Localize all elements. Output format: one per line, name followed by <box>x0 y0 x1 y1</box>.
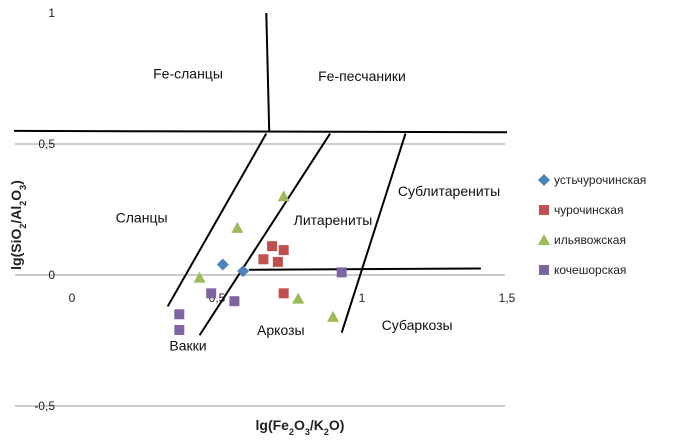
data-point <box>174 309 185 320</box>
data-point <box>237 265 250 278</box>
y-tick-label: -0,5 <box>34 399 55 413</box>
field-label: Сублитарениты <box>398 183 500 199</box>
field-label: Вакки <box>169 338 206 354</box>
data-point <box>229 296 240 307</box>
y-tick-label: 1 <box>48 6 55 20</box>
data-point <box>327 310 339 322</box>
data-point <box>277 190 290 202</box>
legend: устьчурочинская чурочинская ильявожская коч… <box>538 173 646 277</box>
field-boundary-line <box>248 267 481 271</box>
legend-label: кочешорская <box>554 263 626 277</box>
x-tick-label: 1,5 <box>499 291 516 305</box>
field-label: Fe-песчаники <box>318 68 406 84</box>
tick-labels: 10,50-0,50 0,5 1 1,5 <box>34 6 515 413</box>
data-point <box>216 258 229 271</box>
field-boundaries <box>13 12 508 336</box>
field-labels: Fe-сланцы Fe-песчаники Сланцы Литарениты Суб… <box>116 65 500 353</box>
data-point <box>174 325 185 336</box>
field-label: Fe-сланцы <box>153 65 223 81</box>
x-tick-label: 0 <box>69 291 76 305</box>
legend-marker <box>538 174 550 186</box>
y-tick-label: 0 <box>48 268 55 282</box>
data-point <box>336 267 347 278</box>
data-point <box>292 292 305 304</box>
x-tick-label: 1 <box>359 291 366 305</box>
y-axis-title: lg(SiO2/Al2O3) <box>8 180 28 270</box>
data-points <box>174 190 347 336</box>
y-tick-label: 0,5 <box>38 137 55 151</box>
data-point <box>272 256 283 267</box>
field-label: Субаркозы <box>382 317 453 333</box>
data-point <box>267 241 278 252</box>
field-label: Сланцы <box>116 209 168 225</box>
legend-label: ильявожская <box>554 233 626 247</box>
data-point <box>193 271 206 283</box>
field-boundary-line <box>340 133 407 333</box>
x-axis-title: lg(Fe2O3/K2O) <box>256 417 345 437</box>
data-point <box>278 245 289 256</box>
data-point <box>258 254 269 265</box>
legend-marker <box>539 265 549 275</box>
data-point <box>231 221 244 233</box>
field-boundary-line <box>265 12 271 131</box>
data-point <box>206 288 217 299</box>
legend-marker <box>538 234 550 245</box>
field-label: Аркозы <box>257 322 305 338</box>
legend-label: устьчурочинская <box>554 173 646 187</box>
field-boundary-line <box>13 129 508 134</box>
legend-label: чурочинская <box>554 203 623 217</box>
field-boundary-line <box>198 132 331 336</box>
field-label: Литарениты <box>294 212 373 228</box>
field-boundary-line <box>166 133 268 307</box>
data-point <box>278 288 289 299</box>
legend-marker <box>539 205 549 215</box>
